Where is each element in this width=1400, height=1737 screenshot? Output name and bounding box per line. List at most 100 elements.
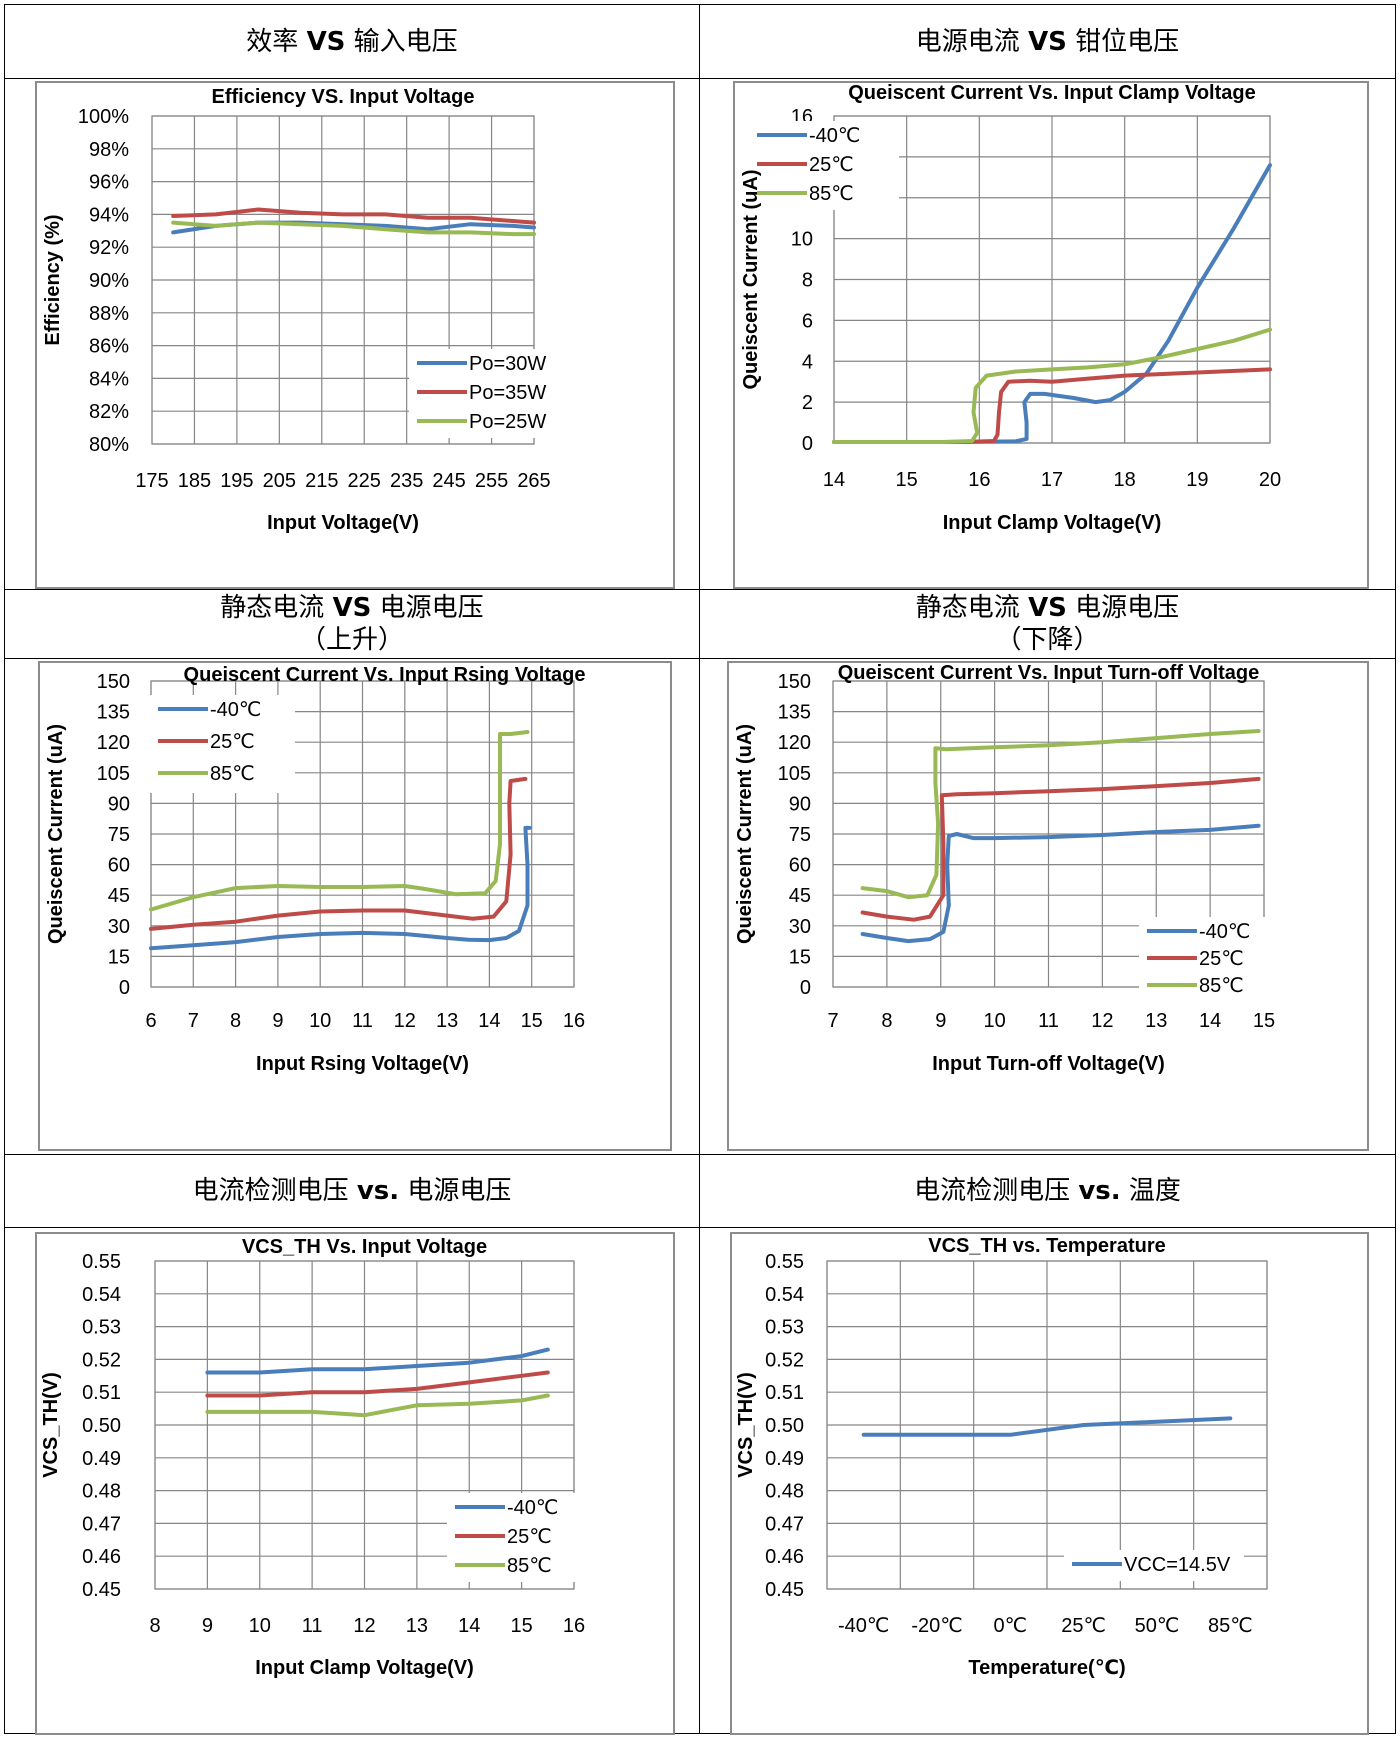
- x-tick-label: 11: [302, 1615, 323, 1637]
- x-tick-label: 185: [178, 470, 211, 492]
- series-line: [860, 823, 1261, 944]
- chart-vcs-voltage: 0.45 0.46 0.47 0.48 0.49 0.50 0.51 0.52 0.53 0.54…: [35, 1232, 675, 1735]
- y-tick-label: 0.51: [82, 1382, 121, 1404]
- cell-header-efficiency: 效率 VS 输入电压: [246, 26, 458, 57]
- y-tick-label: 135: [778, 702, 811, 724]
- y-tick-label: 0: [802, 433, 813, 455]
- x-tick-label: 205: [263, 470, 296, 492]
- x-tick-label: 12: [1091, 1010, 1113, 1032]
- x-tick-label: 15: [896, 469, 918, 491]
- x-tick-label: 16: [563, 1010, 585, 1032]
- x-tick-label: 13: [436, 1010, 458, 1032]
- x-tick-label: 14: [478, 1010, 500, 1032]
- x-tick-label: 12: [394, 1010, 416, 1032]
- y-tick-label: 0: [800, 977, 811, 999]
- y-tick-label: 0.46: [82, 1546, 121, 1568]
- chart-title: Queiscent Current Vs. Input Turn-off Vol…: [838, 663, 1260, 684]
- x-axis-label: Input Turn-off Voltage(V): [932, 1053, 1165, 1075]
- y-tick-label: 0.48: [765, 1481, 804, 1503]
- y-tick-label: 0.55: [765, 1251, 804, 1273]
- y-tick-label: 0.47: [765, 1513, 804, 1535]
- y-tick-label: 6: [802, 310, 813, 332]
- chart-title: Efficiency VS. Input Voltage: [211, 86, 474, 108]
- cell-header-vcs-temperature: 电流检测电压 vs. 温度: [914, 1176, 1181, 1206]
- x-axis-label: Input Rsing Voltage(V): [256, 1053, 469, 1075]
- legend-label: 25℃: [210, 731, 255, 753]
- x-tick-label: 19: [1186, 469, 1208, 491]
- y-axis-label: Queiscent Current (uA): [45, 724, 67, 944]
- y-tick-label: 0.52: [82, 1349, 121, 1371]
- x-tick-label: 265: [517, 470, 550, 492]
- chart-title: VCS_TH Vs. Input Voltage: [242, 1236, 487, 1258]
- x-tick-label: 10: [249, 1615, 271, 1637]
- series-line: [860, 776, 1261, 922]
- x-tick-label: 235: [390, 470, 423, 492]
- x-tick-label: 20: [1259, 469, 1281, 491]
- y-tick-label: 150: [97, 671, 130, 693]
- x-tick-label: 175: [135, 470, 168, 492]
- y-tick-label: 4: [802, 351, 813, 373]
- y-tick-label: 0.45: [82, 1579, 121, 1601]
- series-line: [149, 730, 530, 912]
- y-tick-label: 80%: [89, 434, 129, 456]
- y-tick-label: 90: [789, 793, 811, 815]
- legend-label: 25℃: [809, 154, 854, 176]
- y-tick-label: 0.50: [765, 1415, 804, 1437]
- cell-header-rising: 静态电流 VS 电源电压 （上升）: [220, 593, 484, 655]
- y-tick-label: 150: [778, 671, 811, 693]
- figure-table: 效率 VS 输入电压 电源电流 VS 钳位电压 静态电流 VS 电源电压 （上升…: [4, 4, 1396, 1735]
- y-tick-label: 98%: [89, 139, 129, 161]
- x-axis-label: Input Voltage(V): [267, 512, 419, 534]
- legend-label: -40℃: [507, 1497, 558, 1519]
- table-divider: [5, 1154, 1395, 1155]
- legend-label: Po=25W: [469, 411, 546, 433]
- x-tick-label: 9: [935, 1010, 946, 1032]
- table-divider: [5, 589, 1395, 590]
- x-tick-label: 16: [968, 469, 990, 491]
- x-tick-label: 15: [521, 1010, 543, 1032]
- y-tick-label: 15: [108, 946, 130, 968]
- series-line: [205, 1393, 550, 1418]
- x-tick-label: -40℃: [838, 1615, 889, 1637]
- y-axis-label: Efficiency (%): [42, 214, 64, 345]
- x-tick-label: 7: [188, 1010, 199, 1032]
- y-tick-label: 0.53: [765, 1317, 804, 1339]
- y-tick-label: 0.50: [82, 1415, 121, 1437]
- y-axis-label: VCS_TH(V): [735, 1372, 757, 1478]
- x-tick-label: 15: [1253, 1010, 1275, 1032]
- x-tick-label: 12: [353, 1615, 375, 1637]
- chart-svg: 024681012141614151617181920-40℃25℃85℃Que…: [740, 83, 1281, 534]
- chart-svg: 80% 82% 84% 86% 88% 90% 92% 94% 96% 98% 100% 175 185…: [42, 86, 559, 534]
- y-tick-label: 75: [108, 824, 130, 846]
- y-tick-label: 10: [791, 229, 813, 251]
- x-tick-label: -20℃: [911, 1615, 962, 1637]
- chart-svg: 0.45 0.46 0.47 0.48 0.49 0.50 0.51 0.52 0.53 0.54…: [735, 1235, 1268, 1679]
- legend-label: -40℃: [210, 699, 261, 721]
- y-tick-label: 0.49: [82, 1448, 121, 1470]
- x-tick-label: 13: [406, 1615, 428, 1637]
- y-tick-label: 0.55: [82, 1251, 121, 1273]
- x-tick-label: 8: [149, 1615, 160, 1637]
- y-tick-label: 0.48: [82, 1481, 121, 1503]
- y-tick-label: 45: [108, 885, 130, 907]
- chart-svg: 0 15 30 45 60 75 90 105 120 135 150 6 7 8 9 10 11 12 13 14 1…: [45, 664, 585, 1075]
- x-tick-label: 8: [881, 1010, 892, 1032]
- series-line: [832, 327, 1272, 444]
- series-line: [171, 207, 536, 225]
- chart-title: VCS_TH vs. Temperature: [928, 1235, 1166, 1257]
- series-line: [832, 367, 1272, 444]
- y-tick-label: 96%: [89, 172, 129, 194]
- legend-label: Po=30W: [469, 353, 546, 375]
- y-tick-label: 0.53: [82, 1317, 121, 1339]
- y-tick-label: 100%: [78, 106, 129, 128]
- legend-label: VCC=14.5V: [1124, 1554, 1231, 1576]
- cell-header-clamp: 电源电流 VS 钳位电压: [915, 26, 1180, 57]
- chart-title: Queiscent Current Vs. Input Clamp Voltag…: [848, 83, 1255, 104]
- x-tick-label: 0℃: [994, 1615, 1028, 1637]
- y-tick-label: 30: [789, 916, 811, 938]
- legend-label: Po=35W: [469, 382, 546, 404]
- y-tick-label: 8: [802, 270, 813, 292]
- cell-header-falling: 静态电流 VS 电源电压 （下降）: [915, 593, 1180, 655]
- series-line: [149, 776, 528, 931]
- y-tick-label: 60: [108, 855, 130, 877]
